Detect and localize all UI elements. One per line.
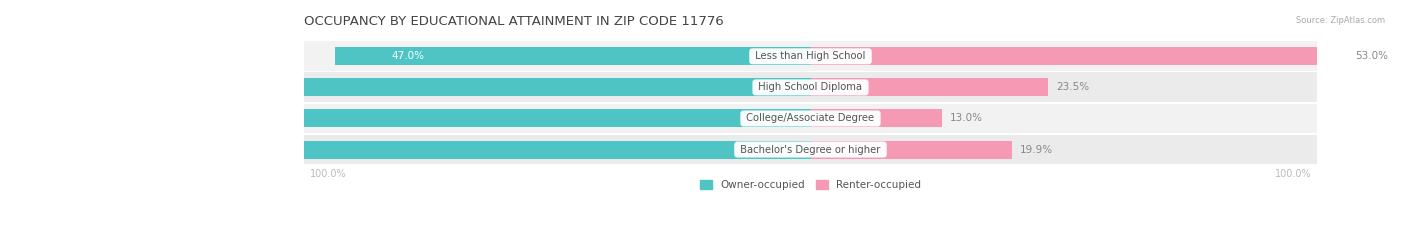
Text: 76.5%: 76.5% xyxy=(129,82,162,93)
Bar xyxy=(305,103,1316,134)
Bar xyxy=(335,47,810,65)
Text: Less than High School: Less than High School xyxy=(752,51,869,61)
Text: OCCUPANCY BY EDUCATIONAL ATTAINMENT IN ZIP CODE 11776: OCCUPANCY BY EDUCATIONAL ATTAINMENT IN Z… xyxy=(305,15,724,28)
Text: College/Associate Degree: College/Associate Degree xyxy=(744,113,877,123)
Text: 13.0%: 13.0% xyxy=(950,113,983,123)
Text: 23.5%: 23.5% xyxy=(1056,82,1090,93)
Bar xyxy=(0,140,810,159)
Bar xyxy=(0,110,810,127)
Legend: Owner-occupied, Renter-occupied: Owner-occupied, Renter-occupied xyxy=(696,176,925,194)
Text: High School Diploma: High School Diploma xyxy=(755,82,866,93)
Bar xyxy=(810,47,1347,65)
Text: 53.0%: 53.0% xyxy=(1355,51,1388,61)
Text: 100.0%: 100.0% xyxy=(1275,169,1312,179)
Text: 47.0%: 47.0% xyxy=(392,51,425,61)
Text: 100.0%: 100.0% xyxy=(309,169,346,179)
Bar xyxy=(37,78,810,96)
Bar xyxy=(810,78,1049,96)
Bar xyxy=(305,135,1316,164)
Bar xyxy=(305,41,1316,71)
Text: Source: ZipAtlas.com: Source: ZipAtlas.com xyxy=(1296,16,1385,25)
Text: Bachelor's Degree or higher: Bachelor's Degree or higher xyxy=(737,144,884,154)
Bar xyxy=(810,140,1012,159)
Bar xyxy=(810,110,942,127)
Bar xyxy=(305,72,1316,102)
Text: 87.0%: 87.0% xyxy=(35,113,69,123)
Text: 19.9%: 19.9% xyxy=(1019,144,1053,154)
Text: 80.1%: 80.1% xyxy=(97,144,129,154)
